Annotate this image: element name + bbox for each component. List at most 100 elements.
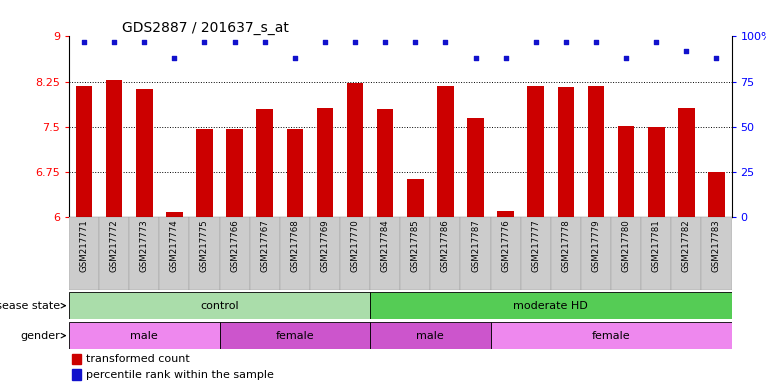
Bar: [316, 108, 333, 217]
Bar: [521, 217, 551, 290]
Bar: [460, 217, 490, 290]
Point: [499, 55, 512, 61]
Bar: [648, 127, 665, 217]
Bar: [588, 86, 604, 217]
Bar: [220, 217, 250, 290]
Bar: [370, 322, 490, 349]
Text: GSM217767: GSM217767: [260, 219, 269, 272]
Bar: [437, 86, 453, 217]
Text: gender: gender: [20, 331, 60, 341]
Text: GSM217782: GSM217782: [682, 219, 691, 272]
Text: disease state: disease state: [0, 301, 60, 311]
Bar: [310, 217, 340, 290]
Point: [108, 39, 120, 45]
Bar: [250, 217, 280, 290]
Point: [590, 39, 602, 45]
Bar: [618, 126, 634, 217]
Bar: [611, 217, 641, 290]
Point: [439, 39, 451, 45]
Bar: [280, 217, 310, 290]
Text: GSM217775: GSM217775: [200, 219, 209, 272]
Point: [650, 39, 663, 45]
Bar: [69, 292, 370, 319]
Bar: [490, 217, 521, 290]
Text: GSM217774: GSM217774: [170, 219, 178, 272]
Point: [409, 39, 421, 45]
Bar: [257, 109, 273, 217]
Text: GSM217771: GSM217771: [80, 219, 89, 272]
Point: [169, 55, 181, 61]
Bar: [196, 129, 213, 217]
Text: female: female: [276, 331, 314, 341]
Bar: [709, 172, 725, 217]
Bar: [136, 89, 152, 217]
Text: moderate HD: moderate HD: [513, 301, 588, 311]
Text: transformed count: transformed count: [86, 354, 190, 364]
Text: GSM217780: GSM217780: [622, 219, 630, 272]
Bar: [72, 369, 81, 380]
Point: [680, 48, 692, 54]
Text: male: male: [417, 331, 444, 341]
Bar: [528, 86, 544, 217]
Text: GSM217776: GSM217776: [501, 219, 510, 272]
Bar: [467, 118, 484, 217]
Point: [198, 39, 211, 45]
Point: [710, 55, 722, 61]
Point: [259, 39, 271, 45]
Bar: [490, 322, 732, 349]
Bar: [76, 86, 92, 217]
Point: [289, 55, 301, 61]
Bar: [226, 129, 243, 217]
Text: GSM217784: GSM217784: [381, 219, 390, 272]
Bar: [370, 217, 400, 290]
Point: [228, 39, 241, 45]
Point: [349, 39, 362, 45]
Bar: [72, 354, 81, 364]
Bar: [581, 217, 611, 290]
Text: GSM217785: GSM217785: [411, 219, 420, 272]
Point: [319, 39, 331, 45]
Text: control: control: [200, 301, 239, 311]
Text: GSM217777: GSM217777: [532, 219, 540, 272]
Bar: [69, 217, 99, 290]
Bar: [129, 217, 159, 290]
Bar: [189, 217, 220, 290]
Bar: [99, 217, 129, 290]
Text: GSM217766: GSM217766: [230, 219, 239, 272]
Bar: [400, 217, 430, 290]
Bar: [702, 217, 732, 290]
Point: [620, 55, 632, 61]
Text: GSM217781: GSM217781: [652, 219, 661, 272]
Point: [78, 39, 90, 45]
Text: GSM217787: GSM217787: [471, 219, 480, 272]
Bar: [286, 129, 303, 217]
Bar: [377, 109, 394, 217]
Text: GDS2887 / 201637_s_at: GDS2887 / 201637_s_at: [122, 22, 289, 35]
Text: GSM217768: GSM217768: [290, 219, 300, 272]
Point: [138, 39, 150, 45]
Bar: [69, 322, 220, 349]
Bar: [430, 217, 460, 290]
Text: GSM217786: GSM217786: [441, 219, 450, 272]
Point: [379, 39, 391, 45]
Text: GSM217772: GSM217772: [110, 219, 119, 272]
Bar: [220, 322, 370, 349]
Bar: [407, 179, 424, 217]
Bar: [106, 80, 123, 217]
Bar: [497, 211, 514, 217]
Text: female: female: [592, 331, 630, 341]
Bar: [678, 108, 695, 217]
Text: GSM217779: GSM217779: [591, 219, 601, 272]
Point: [470, 55, 482, 61]
Bar: [641, 217, 671, 290]
Text: percentile rank within the sample: percentile rank within the sample: [86, 369, 274, 379]
Text: male: male: [130, 331, 158, 341]
Bar: [551, 217, 581, 290]
Text: GSM217783: GSM217783: [712, 219, 721, 272]
Point: [560, 39, 572, 45]
Bar: [671, 217, 702, 290]
Bar: [558, 87, 574, 217]
Bar: [166, 212, 182, 217]
Bar: [370, 292, 732, 319]
Text: GSM217770: GSM217770: [351, 219, 359, 272]
